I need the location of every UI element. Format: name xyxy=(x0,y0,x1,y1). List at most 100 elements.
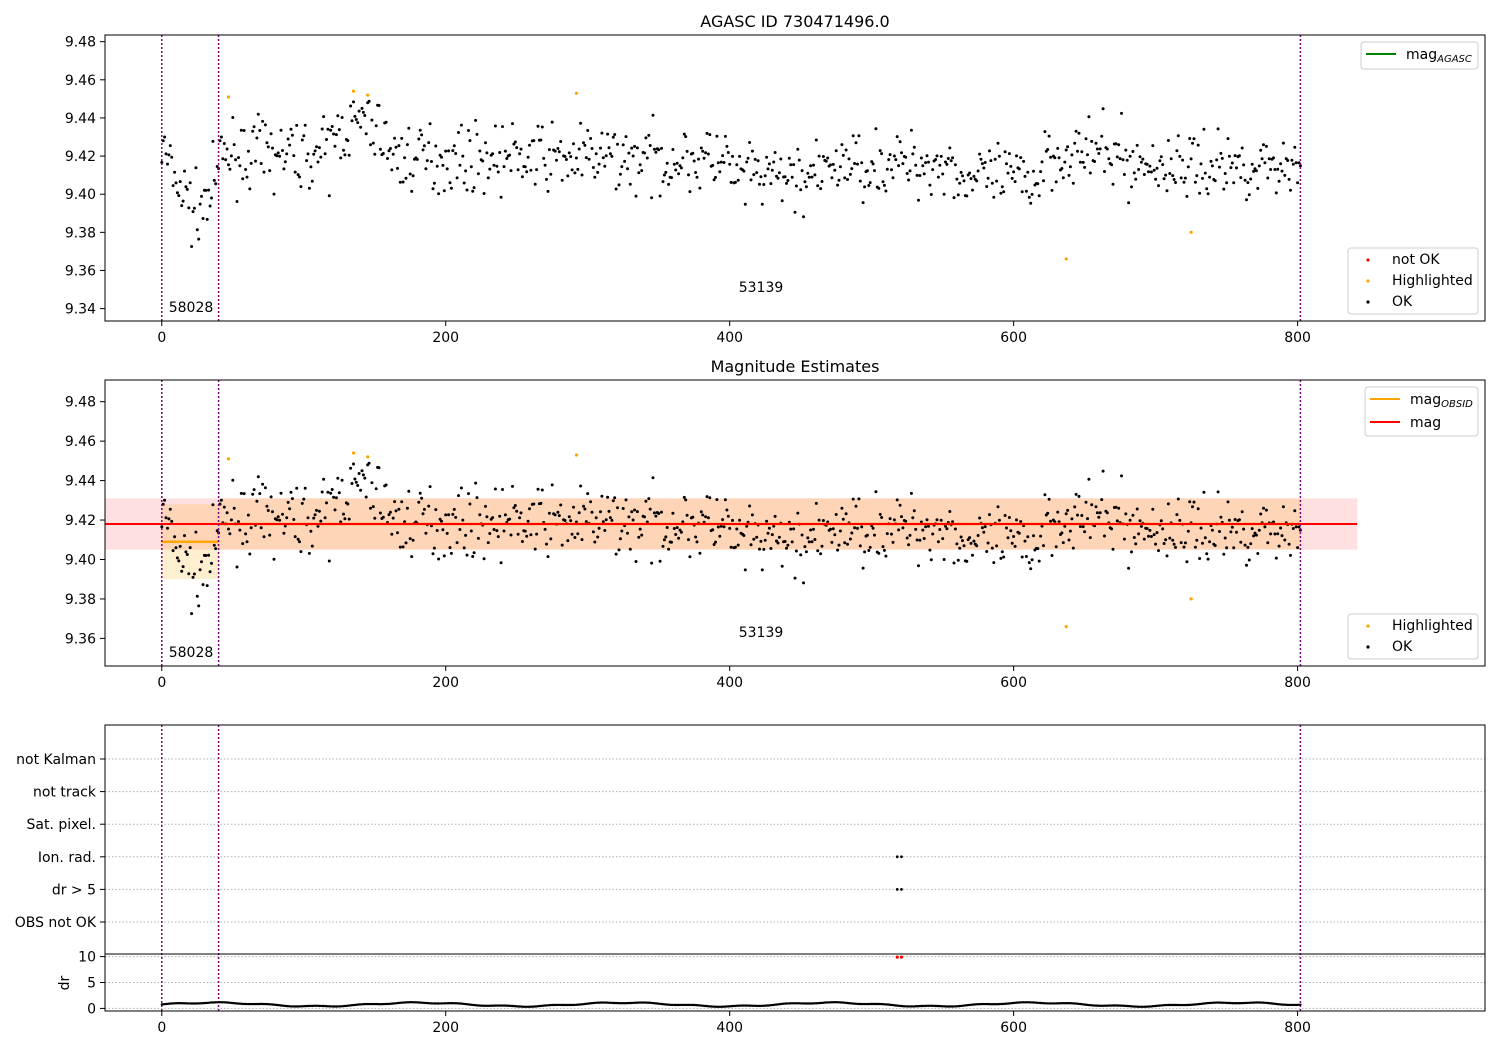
ok-point xyxy=(1040,524,1044,528)
ok-point xyxy=(1205,187,1209,191)
ok-point xyxy=(1020,555,1024,559)
ok-point xyxy=(313,513,317,517)
ok-point xyxy=(657,148,661,152)
ok-point xyxy=(1198,557,1202,560)
ok-point xyxy=(364,495,368,499)
panel-magnitude-estimates: Magnitude Estimates 58028 53139 9.369.38… xyxy=(65,357,1486,691)
ok-point xyxy=(993,157,997,161)
ok-point xyxy=(476,172,480,176)
ok-point xyxy=(1229,166,1233,170)
ok-point xyxy=(897,528,901,532)
ok-point xyxy=(599,146,602,150)
ok-point xyxy=(184,185,188,189)
ok-point xyxy=(1166,502,1170,506)
ok-point xyxy=(491,516,495,520)
ok-point xyxy=(1050,554,1054,557)
ok-point xyxy=(992,195,996,199)
ok-point xyxy=(1155,166,1159,170)
ok-point xyxy=(597,526,601,530)
ok-point xyxy=(394,509,398,513)
highlighted-point xyxy=(1064,257,1068,261)
ok-point xyxy=(263,486,267,490)
ok-point xyxy=(640,169,644,173)
ok-point xyxy=(1003,150,1007,154)
ok-point xyxy=(1111,547,1115,551)
ok-point xyxy=(183,534,186,538)
ok-point xyxy=(357,472,361,475)
ok-point xyxy=(207,188,211,192)
ok-point xyxy=(170,155,174,159)
ok-point xyxy=(790,175,794,179)
ok-point xyxy=(721,518,725,522)
x-tick-label: 0 xyxy=(157,330,166,346)
ok-point xyxy=(958,181,962,185)
ok-point xyxy=(227,163,230,167)
ok-point xyxy=(1286,159,1290,162)
ok-point xyxy=(1213,544,1217,547)
ok-point xyxy=(1087,115,1091,119)
ok-point xyxy=(1125,158,1129,162)
ok-point xyxy=(378,511,382,515)
ok-point xyxy=(316,524,320,528)
ok-point xyxy=(464,533,468,537)
ok-point xyxy=(1138,519,1142,523)
ok-point xyxy=(1063,160,1067,164)
ok-point xyxy=(685,513,689,517)
ok-point xyxy=(1189,157,1193,161)
ok-point xyxy=(427,141,431,145)
ok-point xyxy=(850,167,854,171)
ok-point xyxy=(742,169,746,173)
ok-point xyxy=(699,510,703,514)
panel3-frame xyxy=(104,724,1486,1012)
ok-point xyxy=(1029,567,1033,571)
ok-point xyxy=(803,545,807,549)
ok-point xyxy=(958,546,962,550)
ok-point xyxy=(431,187,435,191)
ok-point xyxy=(1078,160,1082,164)
ok-point xyxy=(1009,164,1013,168)
ok-point xyxy=(752,537,756,541)
ok-point xyxy=(874,490,878,494)
ok-point xyxy=(912,509,916,513)
ok-point xyxy=(342,148,345,152)
ok-point xyxy=(819,187,823,191)
ok-point xyxy=(735,527,739,531)
ok-point xyxy=(310,179,314,183)
ok-point xyxy=(1149,170,1153,174)
ok-point xyxy=(1078,525,1082,528)
ok-point xyxy=(1077,131,1081,135)
ok-point xyxy=(601,520,605,524)
ok-point xyxy=(704,151,708,155)
ok-point xyxy=(843,541,847,545)
y-tick-label: 9.40 xyxy=(65,187,96,203)
ok-point xyxy=(187,572,191,576)
ok-point xyxy=(501,125,504,129)
ok-point xyxy=(1171,538,1175,542)
ok-point xyxy=(627,151,631,155)
ok-point xyxy=(1274,556,1278,560)
ok-point xyxy=(763,174,767,178)
ok-point xyxy=(631,154,635,158)
ok-point xyxy=(662,173,666,177)
ok-point xyxy=(760,202,764,206)
ok-point xyxy=(654,150,658,154)
ok-point xyxy=(794,549,798,553)
ok-point xyxy=(1148,164,1152,168)
ok-point xyxy=(881,545,885,549)
ok-point xyxy=(502,529,506,533)
ok-point xyxy=(539,501,543,505)
ok-point xyxy=(370,481,374,485)
ok-point xyxy=(516,532,520,536)
ok-point xyxy=(1080,150,1084,154)
ok-point xyxy=(200,560,203,564)
ok-point xyxy=(965,559,969,563)
ok-point xyxy=(455,176,459,180)
ok-point xyxy=(539,138,543,142)
ok-point xyxy=(427,504,431,508)
ok-point xyxy=(1097,152,1101,155)
ok-point xyxy=(353,477,357,481)
ok-point xyxy=(753,157,757,161)
ok-point xyxy=(1283,173,1287,177)
ok-point xyxy=(428,122,432,126)
ok-point xyxy=(293,535,297,539)
